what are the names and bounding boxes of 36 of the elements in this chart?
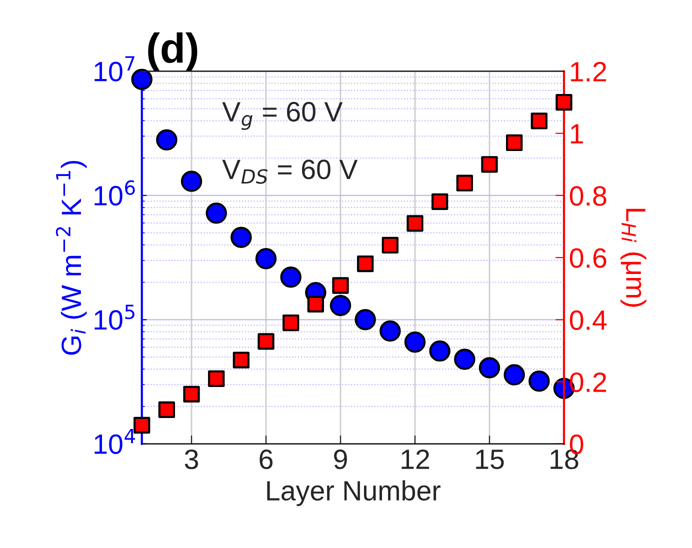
point (404, 331, 426, 353)
point (528, 370, 550, 392)
point (180, 170, 202, 192)
x-tick-label: 9 (334, 449, 347, 470)
point (280, 266, 302, 288)
y-tick-label: 10$^{5}$ (94, 304, 134, 330)
x-tick-label: 3 (184, 449, 198, 470)
x-tick-label: 15 (476, 450, 504, 470)
point (230, 226, 252, 248)
point (454, 348, 476, 370)
y2-tick-label: 1 (570, 124, 583, 144)
point (206, 202, 227, 224)
y-tick-label: 10$^{6}$ (94, 180, 135, 206)
y2-axis-title: L$_{Hi}$ (μm) (620, 208, 646, 307)
x-axis-title: Layer Number (267, 480, 440, 506)
x-tick-label: 6 (260, 449, 273, 470)
point (156, 129, 178, 151)
point (330, 294, 352, 316)
y2-tick-label: 0.8 (570, 186, 606, 206)
annotation: V$_{DS}$ = 60 V (222, 160, 358, 184)
annotation: V$_{g}$ = 60 V (222, 102, 343, 130)
y-tick-label: 10$^{7}$ (94, 56, 134, 82)
x-tick-label: 12 (402, 449, 430, 469)
y-axis-title: G$_{i}$ (W m$^{−2}$ K$^{−1}$) (56, 160, 87, 355)
point (504, 364, 525, 386)
point (380, 320, 401, 342)
point (354, 309, 376, 330)
point (255, 248, 277, 270)
y2-tick-label: 0.4 (570, 310, 607, 330)
y2-tick-label: 0.2 (570, 372, 606, 392)
point (429, 340, 450, 362)
y-tick-label: 10$^{4}$ (94, 428, 135, 454)
y2-tick-label: 1.2 (570, 62, 606, 82)
y2-tick-label: 0.6 (570, 248, 606, 268)
point (478, 357, 500, 378)
chart-title: (d) (148, 32, 198, 72)
